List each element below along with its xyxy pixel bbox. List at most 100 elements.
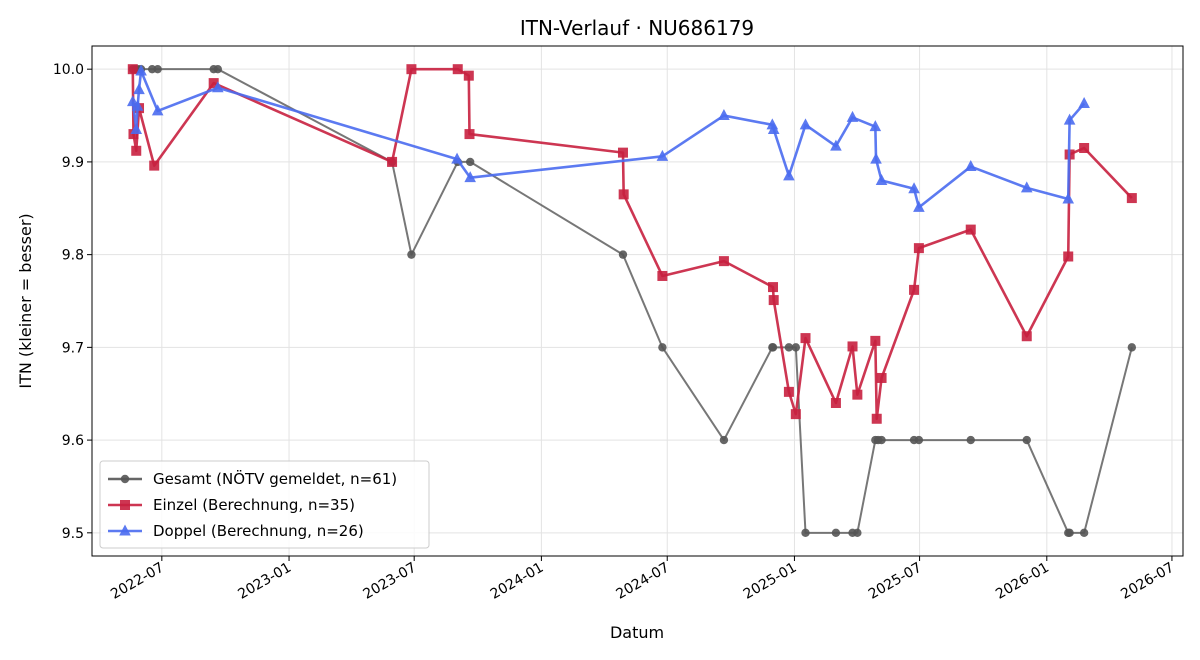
data-point xyxy=(618,189,629,200)
data-point xyxy=(768,282,779,293)
data-point xyxy=(784,343,794,352)
legend-marker xyxy=(119,524,131,536)
data-point xyxy=(212,81,224,93)
data-point xyxy=(801,528,810,538)
legend-entry: Doppel (Berechnung, n=26) xyxy=(108,522,364,540)
data-point xyxy=(464,171,476,183)
data-point xyxy=(452,64,463,75)
data-point xyxy=(966,435,975,445)
chart-title: ITN-Verlauf · NU686179 xyxy=(520,16,754,40)
y-tick-label: 9.5 xyxy=(62,526,84,542)
data-point xyxy=(800,333,811,344)
data-point xyxy=(831,528,841,538)
legend-entry: Gesamt (NÖTV gemeldet, n=61) xyxy=(108,469,397,488)
data-point xyxy=(128,129,139,140)
data-point xyxy=(783,386,794,397)
data-point xyxy=(1063,251,1074,262)
data-point xyxy=(852,389,863,400)
data-point xyxy=(407,250,416,259)
legend-marker xyxy=(120,474,130,484)
data-point xyxy=(718,109,730,121)
data-point xyxy=(131,145,142,156)
data-point xyxy=(1127,343,1137,352)
data-point xyxy=(869,120,882,132)
data-point xyxy=(1126,193,1137,204)
data-point xyxy=(1063,113,1076,125)
data-point xyxy=(1079,528,1089,538)
data-point xyxy=(135,64,147,76)
data-point xyxy=(783,169,795,181)
data-point xyxy=(768,295,779,306)
data-point xyxy=(719,435,729,445)
grid-layer xyxy=(92,46,1183,556)
data-point xyxy=(799,118,812,130)
data-point xyxy=(153,64,162,74)
data-point xyxy=(846,110,859,122)
data-point xyxy=(830,139,842,151)
x-axis-title: Datum xyxy=(610,623,664,642)
data-point xyxy=(871,413,882,424)
data-point xyxy=(618,250,628,259)
data-point xyxy=(847,341,858,352)
series-layer xyxy=(126,64,1137,538)
legend-label: Doppel (Berechnung, n=26) xyxy=(153,522,364,540)
legend-label: Einzel (Berechnung, n=35) xyxy=(153,496,355,514)
data-point xyxy=(149,160,160,171)
data-point xyxy=(464,129,475,140)
y-axis-title: ITN (kleiner = besser) xyxy=(16,213,35,388)
data-point xyxy=(406,64,417,75)
legend-label: Gesamt (NÖTV gemeldet, n=61) xyxy=(153,469,397,488)
data-point xyxy=(853,528,862,538)
data-point xyxy=(1021,331,1032,342)
data-point xyxy=(718,256,729,267)
data-point xyxy=(870,152,882,164)
data-point xyxy=(465,157,475,167)
series-2 xyxy=(126,64,1090,212)
y-tick-label: 9.7 xyxy=(62,340,84,356)
legend-entry: Einzel (Berechnung, n=35) xyxy=(108,496,355,514)
data-point xyxy=(387,156,398,167)
legend-marker xyxy=(120,500,130,510)
data-point xyxy=(617,147,628,158)
data-point xyxy=(909,284,920,295)
data-point xyxy=(1022,435,1031,445)
data-point xyxy=(656,149,669,161)
y-tick-label: 9.8 xyxy=(62,248,84,264)
data-point xyxy=(790,409,801,420)
data-point xyxy=(875,173,888,185)
data-point xyxy=(914,435,924,445)
data-point xyxy=(768,343,778,352)
data-point xyxy=(1062,192,1075,204)
y-tick-label: 9.9 xyxy=(62,155,84,171)
data-point xyxy=(1020,181,1033,193)
data-point xyxy=(964,160,977,172)
data-point xyxy=(1078,96,1090,108)
data-point xyxy=(877,435,886,445)
data-point xyxy=(965,224,976,235)
data-point xyxy=(126,95,139,107)
data-point xyxy=(658,343,667,352)
series-line xyxy=(131,67,1133,421)
data-point xyxy=(130,122,143,134)
data-point xyxy=(151,104,164,116)
data-point xyxy=(1065,528,1074,538)
data-point xyxy=(791,343,801,352)
data-point xyxy=(908,182,920,194)
y-tick-label: 10.0 xyxy=(53,62,84,78)
chart-legend: Gesamt (NÖTV gemeldet, n=61) Einzel (Bere… xyxy=(99,460,430,549)
data-point xyxy=(1079,143,1090,153)
data-point xyxy=(451,152,463,164)
legend-box xyxy=(99,460,430,549)
plot-frame xyxy=(91,45,1184,557)
data-point xyxy=(767,122,780,134)
data-point xyxy=(913,243,924,254)
data-point xyxy=(131,99,144,111)
data-point xyxy=(133,83,145,95)
data-point xyxy=(876,372,887,383)
data-point xyxy=(830,398,841,408)
data-point xyxy=(913,200,925,212)
data-point xyxy=(127,64,138,75)
data-point xyxy=(870,335,881,346)
